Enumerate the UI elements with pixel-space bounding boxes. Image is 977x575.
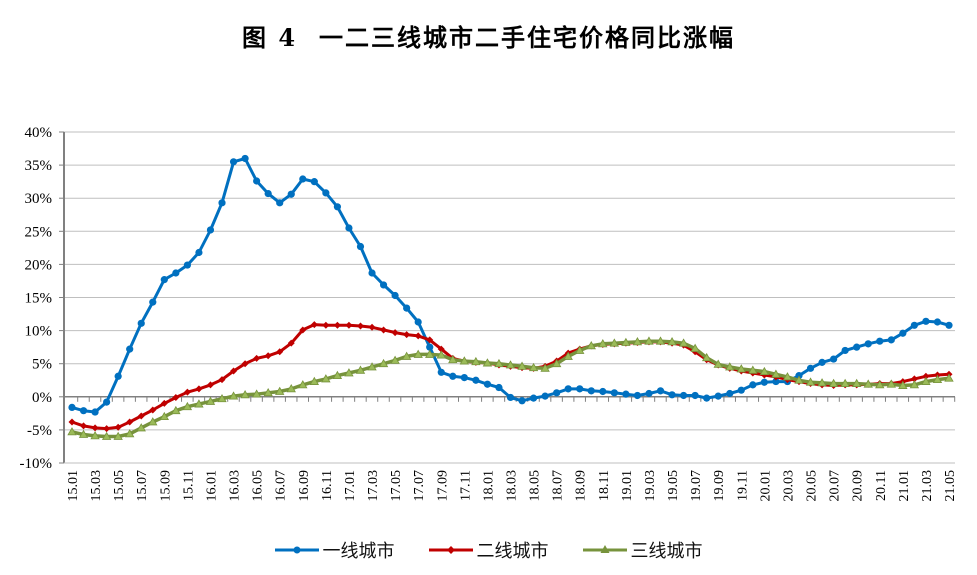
legend-label: 三线城市 bbox=[630, 541, 703, 562]
y-tick-label: 30% bbox=[25, 191, 53, 207]
chart-title: 图 4 一二三线城市二手住宅价格同比涨幅 bbox=[0, 18, 977, 53]
x-tick-label: 15.05 bbox=[112, 470, 127, 502]
x-tick-label: 17.07 bbox=[412, 470, 427, 502]
y-tick-label: 5% bbox=[32, 357, 52, 373]
x-tick-label: 16.11 bbox=[320, 470, 335, 501]
legend-item-tier2[interactable]: 二线城市 bbox=[428, 537, 549, 563]
x-tick-label: 16.01 bbox=[204, 470, 219, 502]
x-tick-label: 19.03 bbox=[643, 470, 658, 502]
y-tick-label: 10% bbox=[25, 324, 53, 340]
x-tick-label: 15.07 bbox=[135, 470, 150, 502]
figure-title-text: 一二三线城市二手住宅价格同比涨幅 bbox=[319, 23, 736, 52]
x-tick-label: 18.07 bbox=[551, 470, 566, 502]
x-tick-label: 16.09 bbox=[297, 470, 312, 502]
x-tick-label: 20.03 bbox=[781, 470, 796, 502]
x-tick-label: 17.11 bbox=[458, 470, 473, 501]
y-tick-label: 35% bbox=[25, 158, 53, 174]
y-tick-label: -5% bbox=[27, 423, 52, 439]
x-tick-label: 18.03 bbox=[505, 470, 520, 502]
x-tick-label: 16.03 bbox=[228, 470, 243, 502]
x-tick-label: 20.09 bbox=[851, 470, 866, 502]
y-tick-label: 25% bbox=[25, 224, 53, 240]
y-tick-label: 20% bbox=[25, 257, 53, 273]
x-tick-label: 20.01 bbox=[758, 470, 773, 502]
legend-item-tier1[interactable]: 一线城市 bbox=[274, 537, 395, 563]
series-lines bbox=[67, 154, 954, 440]
x-tick-label: 15.03 bbox=[89, 470, 104, 502]
legend-label: 一线城市 bbox=[322, 541, 395, 562]
x-tick-label: 19.11 bbox=[735, 470, 750, 501]
x-tick-label: 15.01 bbox=[66, 470, 81, 502]
y-axis-labels: -10% -5% 0% 5% 10% 15% 20% 25% 30% 35% 40% bbox=[20, 125, 53, 472]
circle-marker-icon bbox=[274, 546, 319, 554]
x-axis-labels: 15.01 15.03 15.05 15.07 15.09 15.11 16.01 16.03… bbox=[66, 470, 958, 502]
x-tick-label: 17.05 bbox=[389, 470, 404, 502]
x-tick-label: 17.03 bbox=[366, 470, 381, 502]
x-tick-label: 20.11 bbox=[874, 470, 889, 501]
series-1 bbox=[68, 154, 953, 416]
legend-item-tier3[interactable]: 三线城市 bbox=[582, 537, 703, 563]
figure-number: 图 4 bbox=[241, 23, 298, 52]
y-tick-label: 0% bbox=[32, 390, 52, 406]
x-tick-label: 16.05 bbox=[251, 470, 266, 502]
series-2 bbox=[68, 321, 953, 433]
series-3 bbox=[67, 336, 954, 440]
x-tick-label: 21.05 bbox=[943, 470, 958, 502]
x-tick-label: 15.11 bbox=[181, 470, 196, 501]
y-tick-label: 40% bbox=[25, 125, 53, 141]
x-tick-label: 20.07 bbox=[828, 470, 843, 502]
diamond-marker-icon bbox=[428, 546, 473, 554]
x-tick-label: 19.09 bbox=[712, 470, 727, 502]
axes bbox=[59, 131, 956, 464]
triangle-marker-icon bbox=[582, 545, 627, 553]
x-tick-label: 18.09 bbox=[574, 470, 589, 502]
x-tick-label: 16.07 bbox=[274, 470, 289, 502]
legend: 一线城市 二线城市 三线城市 bbox=[0, 537, 977, 563]
x-tick-label: 21.03 bbox=[920, 470, 935, 502]
x-tick-label: 17.01 bbox=[343, 470, 358, 502]
legend-label: 二线城市 bbox=[476, 541, 549, 562]
x-tick-label: 17.09 bbox=[435, 470, 450, 502]
x-tick-label: 19.07 bbox=[689, 470, 704, 502]
x-tick-label: 15.09 bbox=[158, 470, 173, 502]
x-tick-label: 19.01 bbox=[620, 470, 635, 502]
x-tick-label: 18.01 bbox=[481, 470, 496, 502]
x-tick-label: 21.01 bbox=[897, 470, 912, 502]
y-tick-label: 15% bbox=[25, 291, 53, 307]
x-tick-label: 18.11 bbox=[597, 470, 612, 501]
x-tick-label: 19.05 bbox=[666, 470, 681, 502]
y-tick-label: -10% bbox=[20, 456, 53, 472]
x-tick-label: 18.05 bbox=[528, 470, 543, 502]
x-tick-label: 20.05 bbox=[805, 470, 820, 502]
